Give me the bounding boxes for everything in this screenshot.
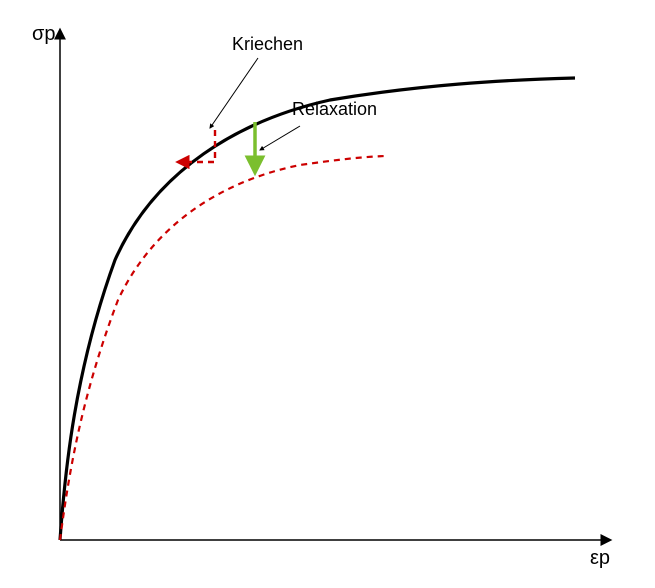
- main-curve: [60, 78, 575, 540]
- relaxation-pointer: [260, 126, 300, 150]
- x-axis-label: εp: [590, 547, 610, 569]
- kriechen-pointer: [210, 58, 258, 128]
- y-axis-label: σp: [32, 23, 55, 45]
- shifted-curve: [60, 156, 385, 540]
- relaxation-label: Relaxation: [292, 99, 377, 119]
- kriechen-label: Kriechen: [232, 34, 303, 54]
- stress-strain-diagram: σp εp Kriechen Relaxation: [0, 0, 655, 588]
